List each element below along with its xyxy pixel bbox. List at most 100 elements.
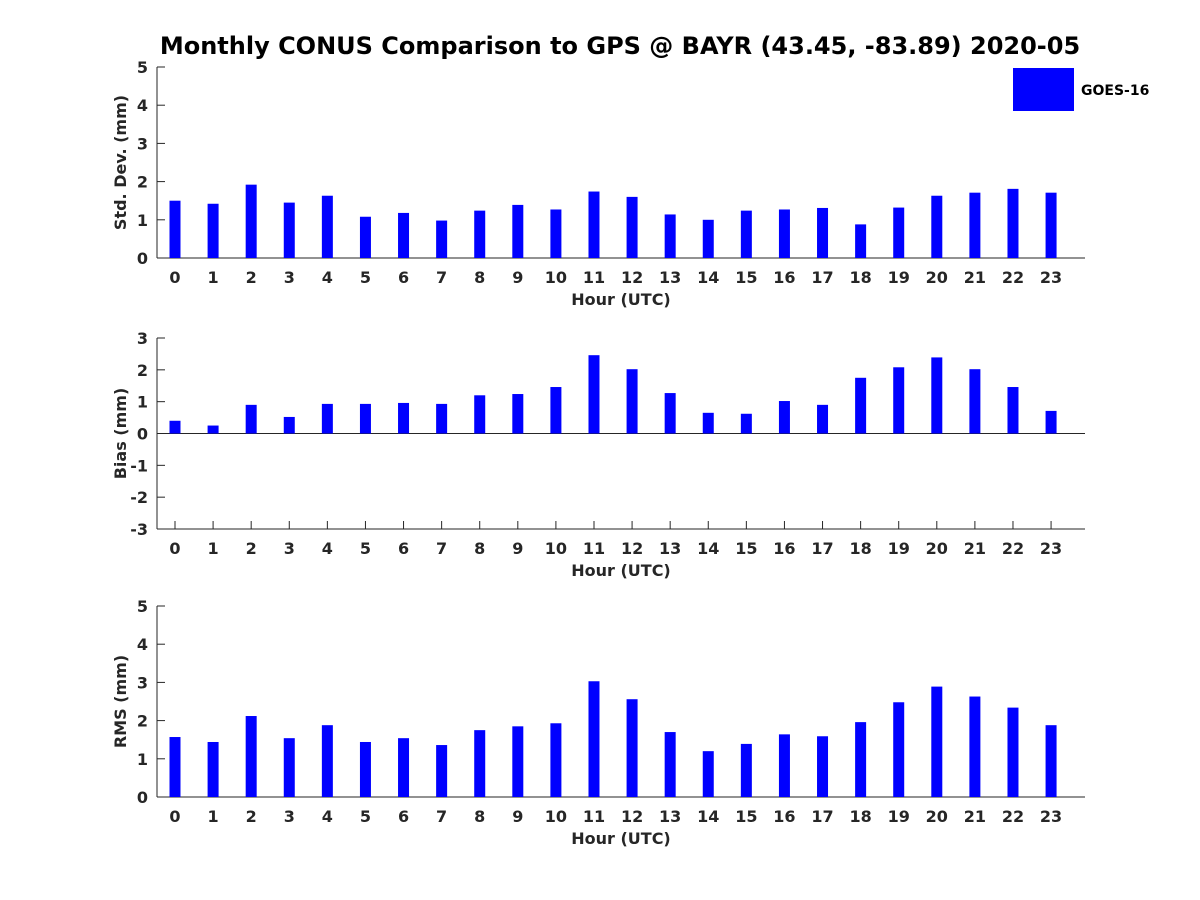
x-tick-label: 14 <box>697 807 719 826</box>
bar <box>740 743 752 797</box>
bar <box>588 681 600 797</box>
bar <box>245 184 257 258</box>
x-tick-label: 12 <box>621 807 643 826</box>
x-tick-label: 19 <box>888 807 910 826</box>
legend-label: GOES-16 <box>1081 83 1149 99</box>
x-tick-label: 23 <box>1040 539 1062 558</box>
bar <box>664 393 676 434</box>
x-tick-label: 21 <box>964 807 986 826</box>
bar <box>893 367 905 434</box>
bar <box>588 191 600 258</box>
x-tick-label: 19 <box>888 268 910 287</box>
bar <box>512 394 524 434</box>
x-tick-label: 7 <box>436 807 447 826</box>
bar <box>1045 192 1057 258</box>
x-tick-label: 3 <box>284 807 295 826</box>
bar <box>283 202 295 258</box>
bar <box>169 737 181 797</box>
x-tick-label: 18 <box>849 539 871 558</box>
x-tick-label: 10 <box>545 539 567 558</box>
bar <box>855 224 867 258</box>
bar <box>169 200 181 258</box>
bar <box>702 751 714 797</box>
x-tick-label: 4 <box>322 807 333 826</box>
x-axis-label: Hour (UTC) <box>571 561 671 580</box>
x-tick-label: 15 <box>735 539 757 558</box>
bar <box>398 212 410 258</box>
x-tick-label: 8 <box>474 268 485 287</box>
x-tick-label: 11 <box>583 268 605 287</box>
legend: GOES-16 <box>1013 68 1149 111</box>
bar <box>207 203 219 258</box>
bar <box>740 413 752 434</box>
x-tick-label: 1 <box>208 539 219 558</box>
bar <box>626 369 638 434</box>
bar <box>778 401 790 434</box>
y-tick-label: 2 <box>137 712 148 731</box>
y-tick-label: 2 <box>137 173 148 192</box>
y-tick-label: -2 <box>130 488 148 507</box>
y-tick-label: 5 <box>137 58 148 77</box>
x-tick-label: 6 <box>398 807 409 826</box>
bar <box>169 420 181 434</box>
x-tick-label: 7 <box>436 539 447 558</box>
y-axis-label: RMS (mm) <box>111 655 130 748</box>
x-tick-label: 13 <box>659 268 681 287</box>
bar <box>398 738 410 797</box>
x-tick-label: 2 <box>246 539 257 558</box>
x-tick-label: 5 <box>360 539 371 558</box>
x-axis-label: Hour (UTC) <box>571 290 671 309</box>
y-tick-label: 0 <box>137 249 148 268</box>
y-tick-label: 1 <box>137 393 148 412</box>
x-tick-label: 9 <box>512 807 523 826</box>
x-tick-label: 1 <box>208 807 219 826</box>
bar <box>550 387 562 434</box>
bar <box>778 734 790 797</box>
x-tick-label: 15 <box>735 268 757 287</box>
bar <box>207 741 219 797</box>
x-tick-label: 18 <box>849 807 871 826</box>
bar <box>512 204 524 258</box>
bar <box>702 412 714 434</box>
x-tick-label: 2 <box>246 807 257 826</box>
bar <box>931 357 943 434</box>
y-tick-label: 4 <box>137 96 148 115</box>
y-tick-label: -3 <box>130 520 148 539</box>
bar <box>398 402 410 434</box>
x-tick-label: 3 <box>284 539 295 558</box>
bar <box>321 725 333 797</box>
x-tick-label: 23 <box>1040 268 1062 287</box>
bar <box>359 403 371 434</box>
x-tick-label: 21 <box>964 268 986 287</box>
x-tick-label: 9 <box>512 539 523 558</box>
x-tick-label: 7 <box>436 268 447 287</box>
bar <box>550 209 562 258</box>
x-tick-label: 10 <box>545 807 567 826</box>
bar <box>931 195 943 258</box>
x-tick-label: 5 <box>360 268 371 287</box>
bar <box>893 702 905 797</box>
x-tick-label: 0 <box>169 539 180 558</box>
x-tick-label: 5 <box>360 807 371 826</box>
x-tick-label: 12 <box>621 539 643 558</box>
bar <box>474 730 486 797</box>
x-tick-label: 4 <box>322 268 333 287</box>
x-tick-label: 22 <box>1002 807 1024 826</box>
bar <box>588 355 600 434</box>
bar <box>1045 725 1057 797</box>
x-tick-label: 2 <box>246 268 257 287</box>
x-tick-label: 11 <box>583 539 605 558</box>
bar <box>855 377 867 434</box>
bar <box>436 745 448 797</box>
bar <box>1007 707 1019 797</box>
bar <box>474 210 486 258</box>
bar <box>321 195 333 258</box>
bar <box>740 210 752 258</box>
x-tick-label: 20 <box>926 539 948 558</box>
y-tick-label: 3 <box>137 134 148 153</box>
